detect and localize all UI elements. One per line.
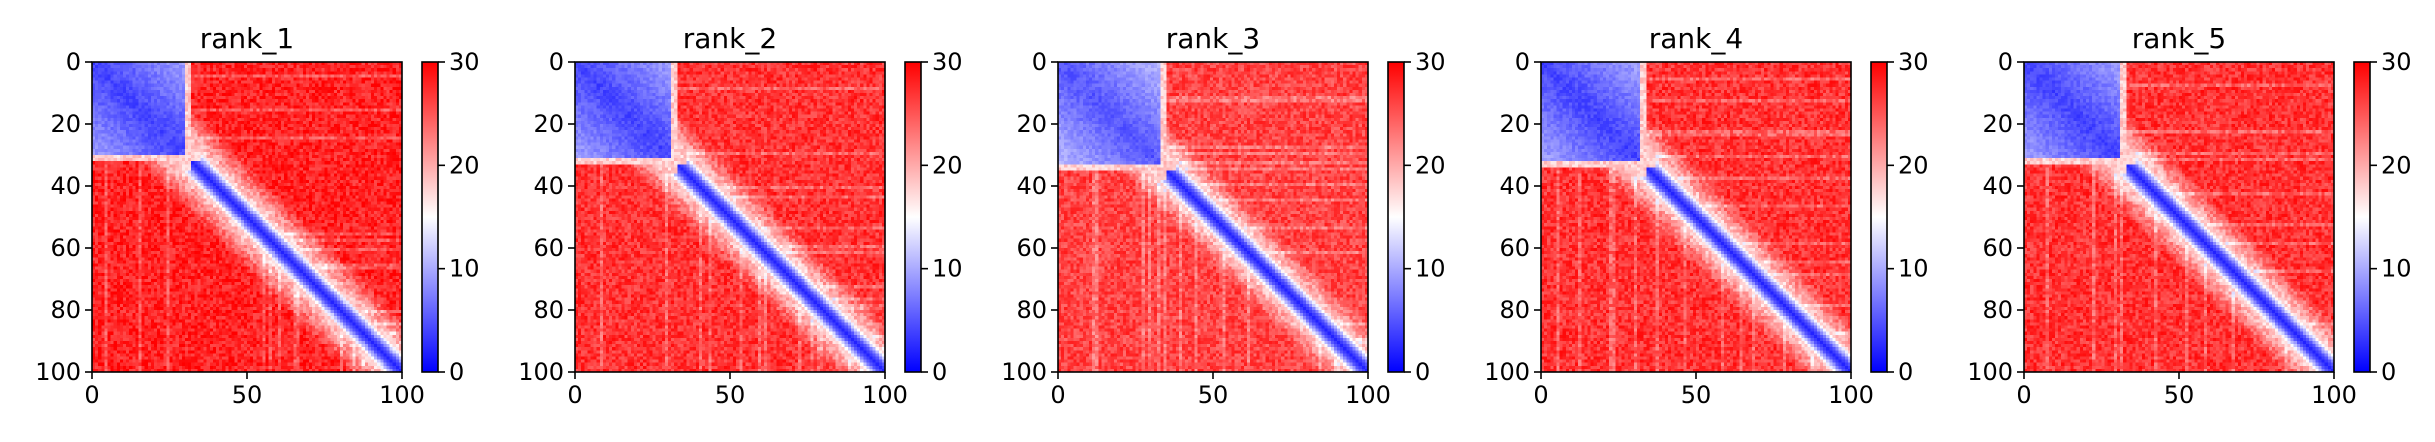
colorbar-tick-label: 30 xyxy=(932,48,963,76)
x-tick-label: 50 xyxy=(232,381,263,409)
x-tick-label: 100 xyxy=(2311,381,2357,409)
y-tick-label: 40 xyxy=(1982,172,2013,200)
colorbar-tick-label: 30 xyxy=(1415,48,1446,76)
colorbar-frame xyxy=(2353,61,2371,373)
y-tick-label: 0 xyxy=(66,48,81,76)
colorbar xyxy=(1871,62,1887,372)
heatmap-image xyxy=(1058,62,1368,372)
subplot-title: rank_4 xyxy=(1649,22,1743,55)
colorbar-tick-label: 20 xyxy=(449,151,480,179)
colorbar-tick-label: 20 xyxy=(2381,151,2412,179)
colorbar-tick-label: 20 xyxy=(932,151,963,179)
heatmap-image xyxy=(92,62,402,372)
colorbar-frame xyxy=(1870,61,1888,373)
y-tick-label: 40 xyxy=(1499,172,1530,200)
heatmap-image xyxy=(2024,62,2334,372)
colorbar-tick-label: 10 xyxy=(449,255,480,283)
colorbar-tick-label: 0 xyxy=(1415,358,1430,386)
y-tick-label: 20 xyxy=(1982,110,2013,138)
subplot-title: rank_5 xyxy=(2132,22,2226,55)
x-tick-label: 50 xyxy=(2164,381,2195,409)
colorbar xyxy=(905,62,921,372)
x-tick-label: 0 xyxy=(84,381,99,409)
y-tick-label: 40 xyxy=(533,172,564,200)
y-tick-label: 60 xyxy=(1982,234,2013,262)
colorbar-frame xyxy=(421,61,439,373)
colorbar-frame xyxy=(904,61,922,373)
colorbar-frame xyxy=(1387,61,1405,373)
colorbar xyxy=(2354,62,2370,372)
y-tick-label: 100 xyxy=(1967,358,2013,386)
y-tick-label: 80 xyxy=(1982,296,2013,324)
y-tick-label: 20 xyxy=(1499,110,1530,138)
x-tick-label: 50 xyxy=(715,381,746,409)
subplot-title: rank_3 xyxy=(1166,22,1260,55)
colorbar-tick-label: 10 xyxy=(932,255,963,283)
x-tick-label: 0 xyxy=(1050,381,1065,409)
x-tick-label: 0 xyxy=(1533,381,1548,409)
colorbar xyxy=(1388,62,1404,372)
x-tick-label: 50 xyxy=(1681,381,1712,409)
y-tick-label: 60 xyxy=(1016,234,1047,262)
y-tick-label: 60 xyxy=(50,234,81,262)
y-tick-label: 40 xyxy=(50,172,81,200)
y-tick-label: 80 xyxy=(50,296,81,324)
colorbar-tick-label: 0 xyxy=(1898,358,1913,386)
colorbar-tick-label: 0 xyxy=(932,358,947,386)
y-tick-label: 20 xyxy=(50,110,81,138)
colorbar-tick-label: 30 xyxy=(1898,48,1929,76)
colorbar-tick-label: 30 xyxy=(2381,48,2412,76)
y-tick-label: 20 xyxy=(533,110,564,138)
y-tick-label: 0 xyxy=(1032,48,1047,76)
colorbar-tick-label: 10 xyxy=(2381,255,2412,283)
y-tick-label: 0 xyxy=(1998,48,2013,76)
colorbar-tick-label: 0 xyxy=(2381,358,2396,386)
y-tick-label: 40 xyxy=(1016,172,1047,200)
x-tick-label: 100 xyxy=(379,381,425,409)
x-tick-label: 100 xyxy=(862,381,908,409)
y-tick-label: 100 xyxy=(1001,358,1047,386)
x-tick-label: 0 xyxy=(567,381,582,409)
heatmap-image xyxy=(1541,62,1851,372)
y-tick-label: 80 xyxy=(1499,296,1530,324)
y-tick-label: 20 xyxy=(1016,110,1047,138)
y-tick-label: 80 xyxy=(533,296,564,324)
colorbar-tick-label: 10 xyxy=(1898,255,1929,283)
heatmap-image xyxy=(575,62,885,372)
x-tick-label: 0 xyxy=(2016,381,2031,409)
y-tick-label: 100 xyxy=(35,358,81,386)
y-tick-label: 100 xyxy=(1484,358,1530,386)
colorbar-tick-label: 10 xyxy=(1415,255,1446,283)
y-tick-label: 80 xyxy=(1016,296,1047,324)
y-tick-label: 0 xyxy=(549,48,564,76)
colorbar-tick-label: 0 xyxy=(449,358,464,386)
x-tick-label: 100 xyxy=(1345,381,1391,409)
colorbar-tick-label: 20 xyxy=(1898,151,1929,179)
colorbar-tick-label: 30 xyxy=(449,48,480,76)
colorbar xyxy=(422,62,438,372)
y-tick-label: 60 xyxy=(1499,234,1530,262)
y-tick-label: 100 xyxy=(518,358,564,386)
x-tick-label: 50 xyxy=(1198,381,1229,409)
y-tick-label: 0 xyxy=(1515,48,1530,76)
subplot-title: rank_2 xyxy=(683,22,777,55)
subplot-title: rank_1 xyxy=(200,22,294,55)
y-tick-label: 60 xyxy=(533,234,564,262)
colorbar-tick-label: 20 xyxy=(1415,151,1446,179)
x-tick-label: 100 xyxy=(1828,381,1874,409)
